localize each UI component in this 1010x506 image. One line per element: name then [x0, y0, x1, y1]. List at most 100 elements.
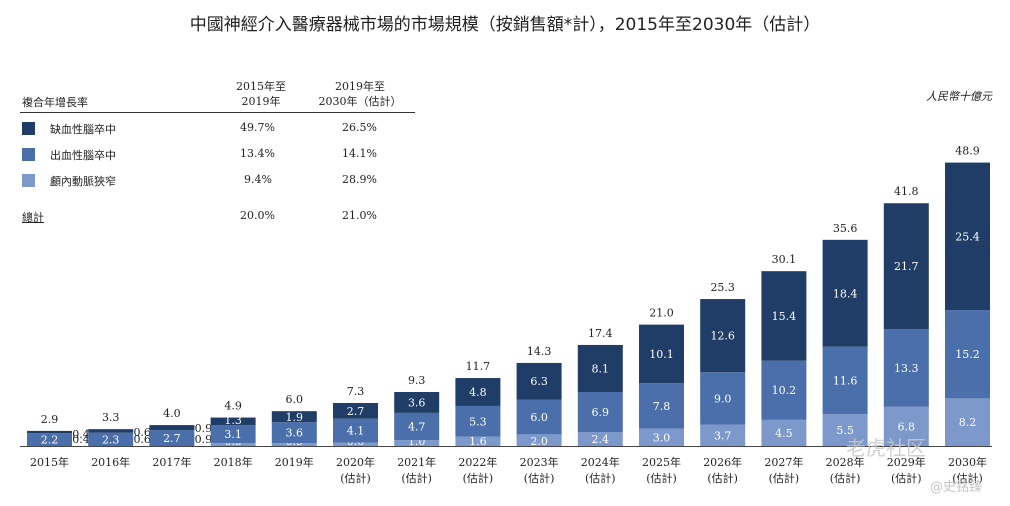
cagr-col1-header-line2: 2019年	[241, 95, 281, 108]
data-label-2-4: 1.9	[286, 411, 304, 424]
total-label-14: 41.8	[894, 185, 919, 198]
bar-stenosis-12	[761, 419, 807, 446]
total-label-5: 7.3	[347, 385, 365, 398]
bar-hemorrhagic-2	[149, 430, 195, 446]
x-tick-label-1: 2016年	[91, 455, 130, 469]
total-label-8: 14.3	[527, 345, 552, 358]
total-label-6: 9.3	[408, 374, 426, 387]
cagr-col1-header-line1: 2015年至	[236, 80, 286, 93]
bar-hemorrhagic-4	[271, 422, 317, 444]
total-label-10: 21.0	[649, 307, 674, 320]
bar-stenosis-4	[271, 443, 317, 446]
bar-ischemic-14	[883, 203, 929, 330]
cagr-header-label: 複合年增長率	[22, 96, 88, 109]
x-tick-label-3: 2018年	[214, 455, 253, 469]
x-tick-label-15: 2030年	[948, 455, 987, 469]
data-label-1-11: 9.0	[714, 392, 732, 405]
cagr-total-c1: 20.0%	[240, 209, 275, 222]
bar-stenosis-9	[577, 432, 623, 446]
data-label-1-8: 6.0	[530, 411, 548, 424]
bar-ischemic-13	[822, 239, 868, 347]
data-label-2-15: 25.4	[955, 230, 980, 243]
data-label-ischemic-2: 0.9	[195, 422, 213, 435]
chart-title: 中國神經介入醫療器械市場的市場規模（按銷售額*計），2015年至2030年（估計…	[189, 15, 821, 35]
x-tick-label-13: 2028年	[826, 455, 865, 469]
bar-hemorrhagic-12	[761, 360, 807, 420]
total-label-9: 17.4	[588, 327, 613, 340]
data-label-0-14: 6.8	[898, 420, 916, 433]
bar-ischemic-3	[210, 417, 256, 426]
x-tick-label-8: 2023年	[520, 455, 559, 469]
bar-hemorrhagic-6	[394, 412, 440, 441]
data-label-1-0: 2.2	[41, 434, 59, 447]
data-label-1-6: 4.7	[408, 421, 426, 434]
bar-stenosis-10	[639, 428, 684, 446]
total-label-12: 30.1	[772, 253, 797, 266]
total-label-7: 11.7	[466, 360, 491, 373]
legend-label-hemorrhagic: 出血性腦卒中	[50, 149, 116, 162]
data-label-1-9: 6.9	[592, 406, 610, 419]
data-label-0-9: 2.4	[592, 433, 610, 446]
bar-hemorrhagic-13	[822, 346, 868, 415]
total-label-15: 48.9	[955, 145, 980, 158]
data-label-1-14: 13.3	[894, 362, 919, 375]
watermark: 老虎社区	[846, 436, 926, 460]
bar-ischemic-6	[394, 391, 440, 413]
total-label-11: 25.3	[710, 281, 735, 294]
cagr-col2-header: 2019年至 2030年（估計）	[308, 79, 412, 109]
bar-stenosis-14	[883, 406, 929, 446]
cagr-col2-header-line2: 2030年（估計）	[318, 95, 402, 108]
total-label-13: 35.6	[833, 222, 858, 235]
cagr-col2-header-line1: 2019年至	[335, 80, 385, 93]
bar-ischemic-1	[88, 429, 134, 433]
bar-hemorrhagic-8	[516, 399, 562, 435]
x-tick-sub-5: (估計)	[340, 471, 371, 485]
data-label-ischemic-0: 0.4	[72, 428, 90, 441]
bar-ischemic-2	[149, 425, 195, 431]
cagr-total-label: 總計	[22, 211, 44, 224]
x-tick-label-2: 2017年	[152, 455, 191, 469]
legend-label-ischemic: 缺血性腦卒中	[50, 123, 116, 136]
x-tick-label-10: 2025年	[642, 455, 681, 469]
bar-ischemic-9	[577, 344, 623, 392]
x-tick-label-9: 2024年	[581, 455, 620, 469]
bar-hemorrhagic-14	[883, 329, 929, 407]
data-label-2-10: 10.1	[649, 348, 674, 361]
data-label-2-6: 3.6	[408, 396, 426, 409]
bar-ischemic-10	[639, 324, 684, 384]
data-label-2-5: 2.7	[347, 405, 365, 418]
bar-stenosis-3	[210, 443, 256, 446]
data-label-2-11: 12.6	[710, 330, 735, 343]
bar-hemorrhagic-5	[333, 418, 378, 443]
data-label-1-10: 7.8	[653, 400, 671, 413]
data-label-0-12: 4.5	[775, 427, 793, 440]
cagr-ischemic-c2: 26.5%	[342, 121, 377, 134]
bar-stenosis-6	[394, 440, 440, 446]
bar-stenosis-7	[455, 436, 501, 446]
legend-label-stenosis: 顱內動脈狹窄	[50, 175, 116, 188]
x-tick-label-6: 2021年	[397, 455, 436, 469]
bar-ischemic-5	[333, 403, 378, 419]
bar-hemorrhagic-11	[700, 372, 746, 425]
data-label-1-2: 2.7	[163, 432, 181, 445]
data-label-0-11: 3.7	[714, 429, 732, 442]
data-label-2-14: 21.7	[894, 260, 919, 273]
unit-label: 人民幣十億元	[926, 90, 992, 103]
bar-stenosis-5	[333, 442, 378, 446]
data-label-ischemic-1: 0.6	[133, 426, 151, 439]
bar-stenosis-15	[945, 398, 990, 446]
data-label-1-15: 15.2	[955, 348, 980, 361]
cagr-ischemic-c1: 49.7%	[240, 121, 275, 134]
bar-ischemic-4	[271, 411, 317, 423]
cagr-hemorrhagic-c2: 14.1%	[342, 147, 377, 160]
data-label-0-7: 1.6	[469, 435, 487, 448]
x-tick-sub-14: (估計)	[891, 471, 922, 485]
x-tick-sub-15: (估計)	[952, 471, 983, 485]
data-label-1-7: 5.3	[469, 415, 487, 428]
x-tick-label-12: 2027年	[764, 455, 803, 469]
total-label-3: 4.9	[224, 400, 242, 413]
bar-hemorrhagic-3	[210, 425, 256, 444]
data-label-2-9: 8.1	[592, 362, 610, 375]
x-tick-sub-13: (估計)	[830, 471, 861, 485]
data-label-1-13: 11.6	[833, 374, 858, 387]
